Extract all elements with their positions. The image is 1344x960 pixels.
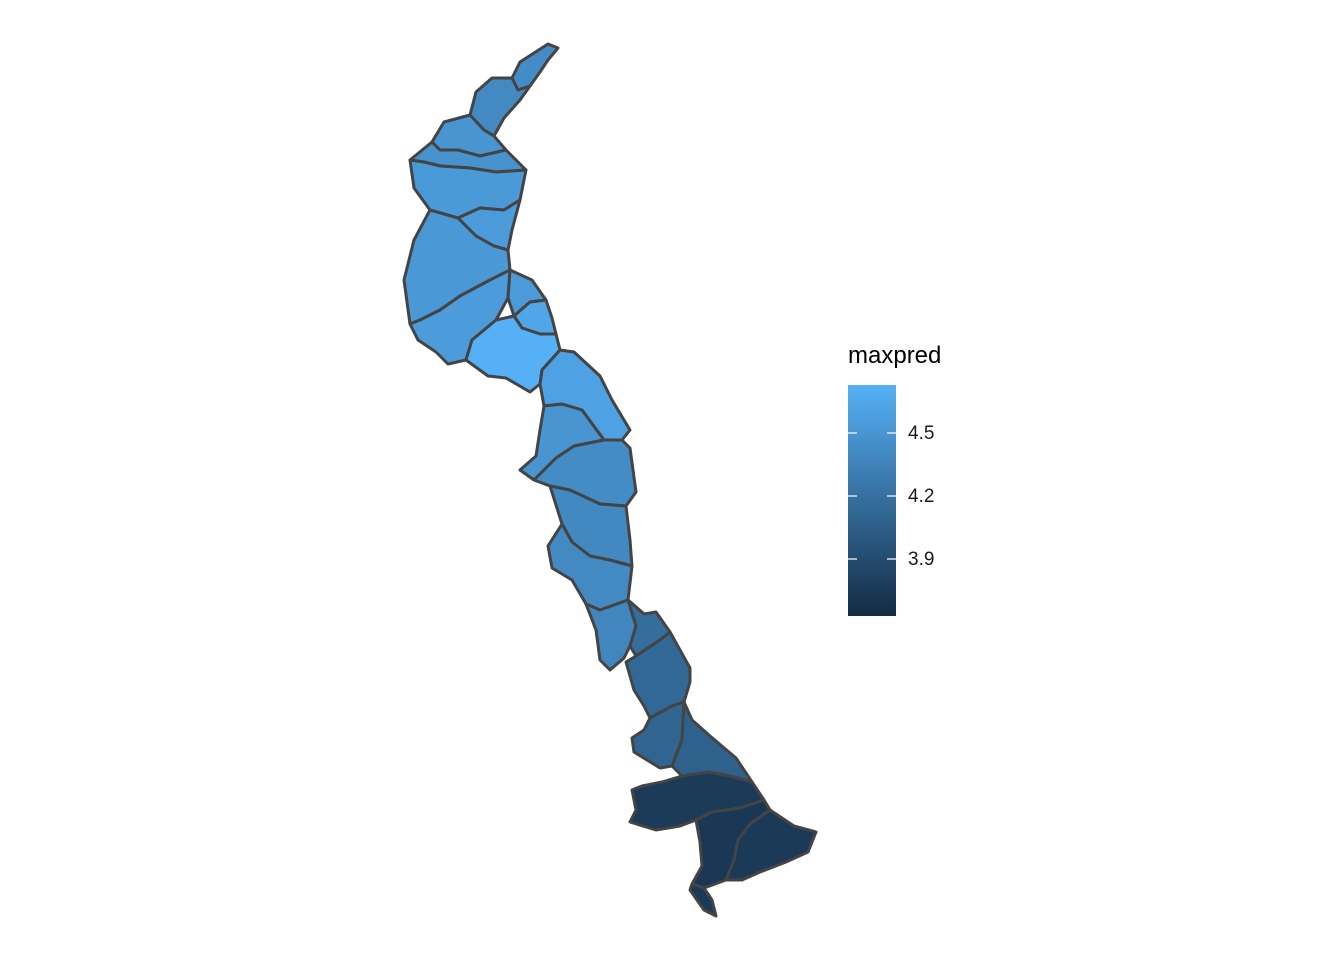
region-24 [724,808,818,882]
region-8 [408,268,512,366]
legend-tick-label: 4.2 [908,486,935,507]
legend-tick-label: 4.5 [908,423,935,444]
legend-colorbar [848,385,896,616]
region-21 [670,700,754,784]
region-20 [630,700,686,770]
region-24b [688,882,718,918]
legend-tick-label: 3.9 [908,549,935,570]
legend-title: maxpred [848,342,942,369]
region-1 [510,42,560,92]
